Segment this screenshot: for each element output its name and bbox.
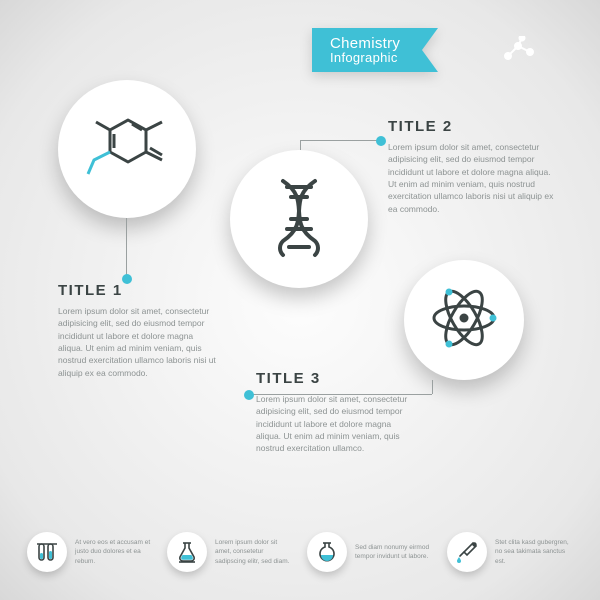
molecule-hex-icon <box>84 112 170 187</box>
connector-dot <box>376 136 386 146</box>
header-ribbon: Chemistry Infographic <box>312 28 422 72</box>
section-2-title: TITLE 2 <box>388 118 558 135</box>
bottom-text-4: Stet clita kasd gubergren, no sea takima… <box>495 538 573 565</box>
bottom-item-4: Stet clita kasd gubergren, no sea takima… <box>447 532 573 572</box>
round-flask-icon <box>307 532 347 572</box>
connector-dot <box>244 390 254 400</box>
connector-line <box>126 218 127 276</box>
connector-line <box>432 380 433 394</box>
molecule-small-icon <box>500 36 538 69</box>
connector-line <box>300 140 301 150</box>
flask-stand-icon <box>167 532 207 572</box>
section-3-circle <box>404 260 524 380</box>
section-3-title: TITLE 3 <box>256 370 416 387</box>
section-1-block: TITLE 1 Lorem ipsum dolor sit amet, cons… <box>58 282 218 379</box>
ribbon-line-2: Infographic <box>330 50 400 65</box>
section-3-body: Lorem ipsum dolor sit amet, consectetur … <box>256 393 416 455</box>
bottom-text-2: Lorem ipsum dolor sit amet, consetetur s… <box>215 538 293 565</box>
section-2-circle <box>230 150 368 288</box>
bottom-text-1: At vero eos et accusam et justo duo dolo… <box>75 538 153 565</box>
bottom-item-2: Lorem ipsum dolor sit amet, consetetur s… <box>167 532 293 572</box>
section-2-body: Lorem ipsum dolor sit amet, consectetur … <box>388 141 558 215</box>
test-tubes-icon <box>27 532 67 572</box>
bottom-item-1: At vero eos et accusam et justo duo dolo… <box>27 532 153 572</box>
section-1-title: TITLE 1 <box>58 282 218 299</box>
bottom-text-3: Sed diam nonumy eirmod tempor invidunt u… <box>355 543 433 561</box>
connector-line <box>300 140 378 141</box>
bottom-item-3: Sed diam nonumy eirmod tempor invidunt u… <box>307 532 433 572</box>
section-1-body: Lorem ipsum dolor sit amet, consectetur … <box>58 305 218 379</box>
section-1-circle <box>58 80 196 218</box>
atom-icon <box>427 281 501 360</box>
dna-icon <box>269 175 329 264</box>
section-3-block: TITLE 3 Lorem ipsum dolor sit amet, cons… <box>256 370 416 455</box>
section-2-block: TITLE 2 Lorem ipsum dolor sit amet, cons… <box>388 118 558 215</box>
bottom-row: At vero eos et accusam et justo duo dolo… <box>0 532 600 572</box>
dropper-icon <box>447 532 487 572</box>
